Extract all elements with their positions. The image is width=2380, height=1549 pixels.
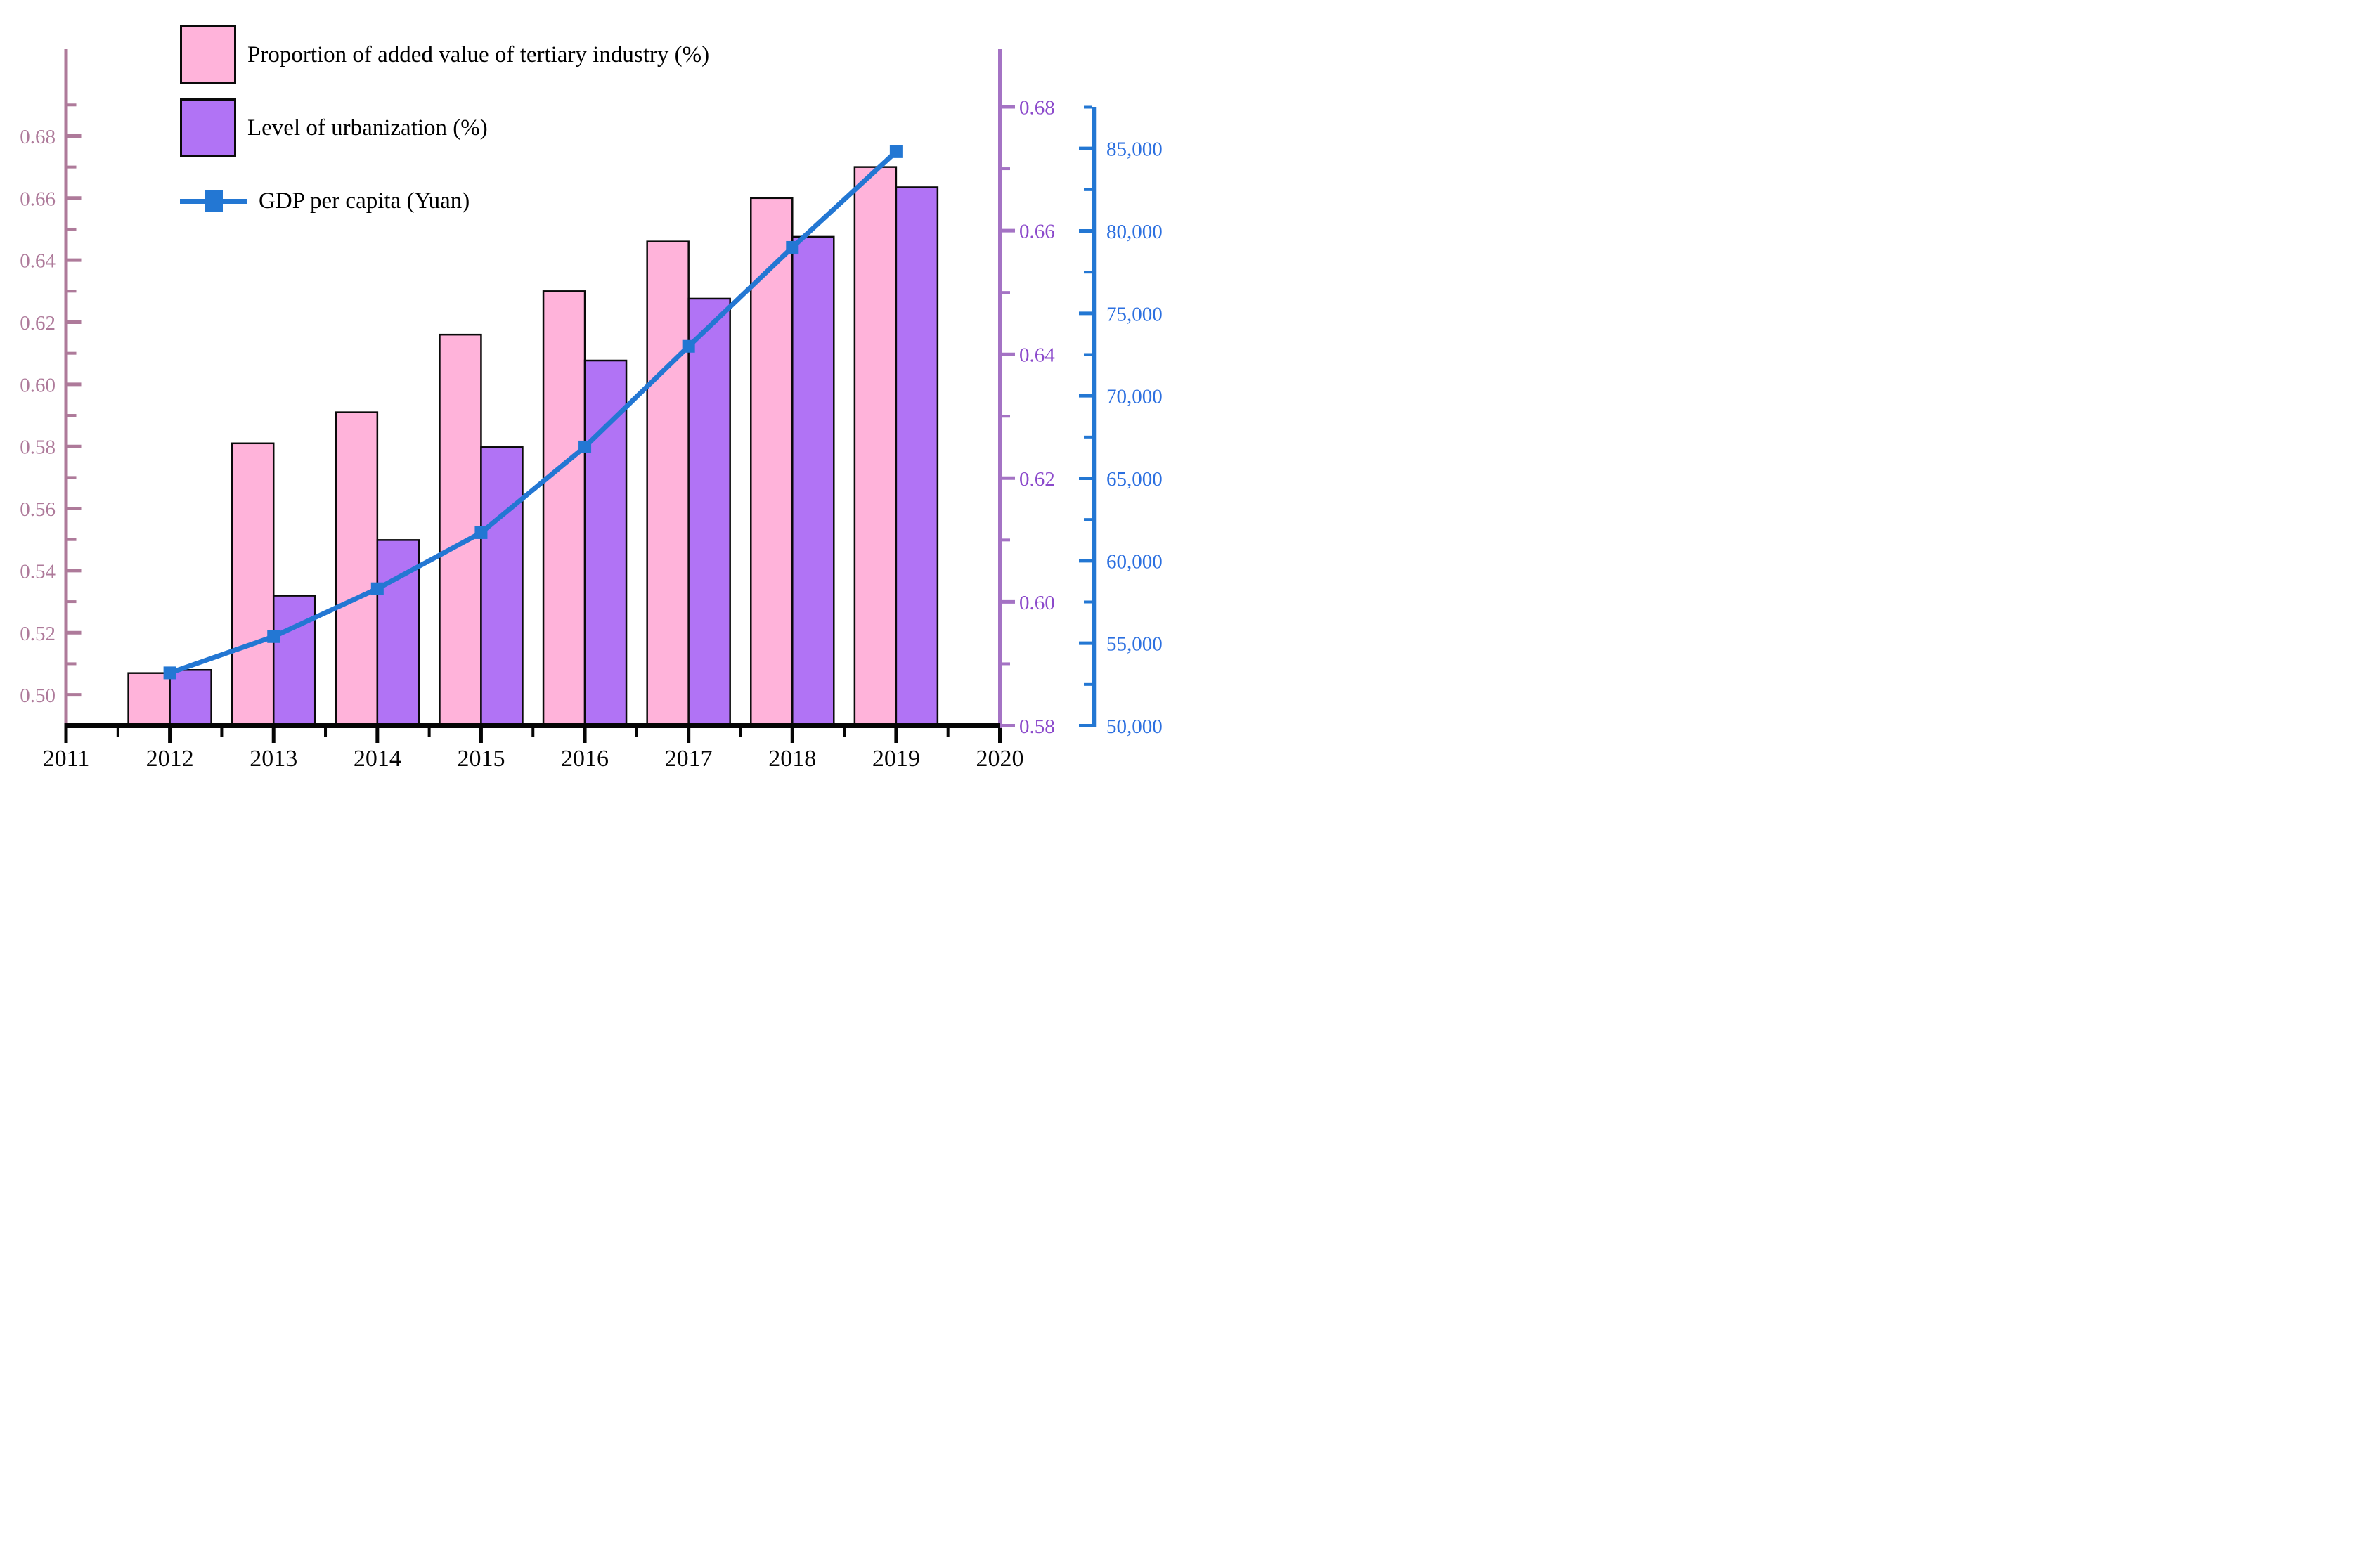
gdp-marker-2012: [163, 666, 176, 680]
bar-urbanization-2013: [272, 595, 316, 727]
right-inner-axis-label-0.68: 0.68: [1019, 97, 1055, 119]
bar-tertiary-2018: [750, 197, 794, 727]
right-inner-axis-label-0.66: 0.66: [1019, 221, 1055, 243]
left-axis-label-0.62: 0.62: [20, 312, 56, 335]
left-axis-label-0.66: 0.66: [20, 188, 56, 210]
right-outer-axis-label-65,000: 65,000: [1106, 468, 1163, 491]
legend-row-urbanization: Level of urbanization (%): [180, 97, 709, 159]
bar-urbanization-2019: [895, 186, 939, 727]
bar-tertiary-2017: [646, 240, 690, 727]
left-axis-label-0.64: 0.64: [20, 250, 56, 273]
left-axis-label-0.58: 0.58: [20, 436, 56, 459]
bar-urbanization-2015: [480, 446, 524, 727]
legend-label-urbanization: Level of urbanization (%): [247, 115, 488, 141]
gdp-marker-2014: [370, 582, 384, 595]
left-axis-label-0.50: 0.50: [20, 685, 56, 707]
right-outer-axis-label-50,000: 50,000: [1106, 715, 1163, 738]
x-axis-label-2019: 2019: [872, 746, 920, 772]
x-axis-label-2014: 2014: [354, 746, 401, 772]
bar-tertiary-2016: [542, 290, 586, 727]
x-axis-label-2015: 2015: [457, 746, 505, 772]
gdp-marker-2019: [889, 145, 903, 158]
combo-chart-svg: 0.68 0.66 0.64 0.62 0.60 0.58 0.56 0.54 0.52 0.50…: [20, 49, 1163, 772]
right-inner-axis-label-0.60: 0.60: [1019, 592, 1055, 614]
urbanization-bar-swatch-icon: [180, 98, 236, 157]
legend-label-gdp: GDP per capita (Yuan): [259, 188, 470, 214]
right-outer-axis-label-75,000: 75,000: [1106, 303, 1163, 325]
right-inner-axis-label-0.58: 0.58: [1019, 715, 1055, 738]
left-axis-label-0.60: 0.60: [20, 374, 56, 396]
right-outer-axis-label-85,000: 85,000: [1106, 138, 1163, 161]
bar-tertiary-2013: [231, 442, 275, 727]
legend-label-tertiary: Proportion of added value of tertiary in…: [247, 41, 710, 67]
tertiary-bar-swatch-icon: [180, 25, 236, 84]
gdp-line-sample-icon: [180, 170, 247, 232]
chart-container: 0.68 0.66 0.64 0.62 0.60 0.58 0.56 0.54 0.52 0.50…: [0, 0, 1190, 774]
bar-tertiary-2019: [853, 166, 898, 727]
x-axis-label-2012: 2012: [146, 746, 194, 772]
gdp-line: [169, 150, 898, 675]
gdp-marker-2017: [682, 339, 695, 353]
right-outer-axis-label-60,000: 60,000: [1106, 550, 1163, 573]
bar-urbanization-2018: [791, 235, 835, 727]
x-axis-label-2017: 2017: [665, 746, 713, 772]
left-axis-label-0.68: 0.68: [20, 126, 56, 148]
gdp-marker-2016: [578, 440, 592, 453]
bar-urbanization-2016: [583, 359, 628, 727]
left-axis-label-0.52: 0.52: [20, 623, 56, 645]
gdp-marker-2015: [474, 526, 488, 539]
x-axis-label-2016: 2016: [561, 746, 609, 772]
gdp-marker-2018: [786, 240, 799, 254]
left-axis-label-0.54: 0.54: [20, 560, 56, 583]
left-axis-label-0.56: 0.56: [20, 498, 56, 521]
legend-row-tertiary: Proportion of added value of tertiary in…: [180, 24, 709, 86]
right-outer-axis-label-70,000: 70,000: [1106, 386, 1163, 408]
bar-tertiary-2014: [335, 411, 379, 727]
gdp-marker-2013: [267, 630, 280, 643]
x-axis-label-2020: 2020: [976, 746, 1023, 772]
legend: Proportion of added value of tertiary in…: [180, 24, 709, 243]
right-inner-axis-label-0.62: 0.62: [1019, 468, 1055, 491]
right-outer-axis-label-55,000: 55,000: [1106, 633, 1163, 656]
right-outer-axis-label-80,000: 80,000: [1106, 221, 1163, 243]
bar-tertiary-2012: [127, 672, 171, 727]
gdp-square-marker-icon: [205, 190, 223, 212]
x-axis-label-2011: 2011: [43, 746, 90, 772]
legend-row-gdp: GDP per capita (Yuan): [180, 170, 709, 232]
right-inner-axis-label-0.64: 0.64: [1019, 344, 1055, 367]
x-axis-label-2018: 2018: [768, 746, 816, 772]
x-axis-label-2013: 2013: [250, 746, 297, 772]
bar-urbanization-2017: [687, 297, 731, 727]
